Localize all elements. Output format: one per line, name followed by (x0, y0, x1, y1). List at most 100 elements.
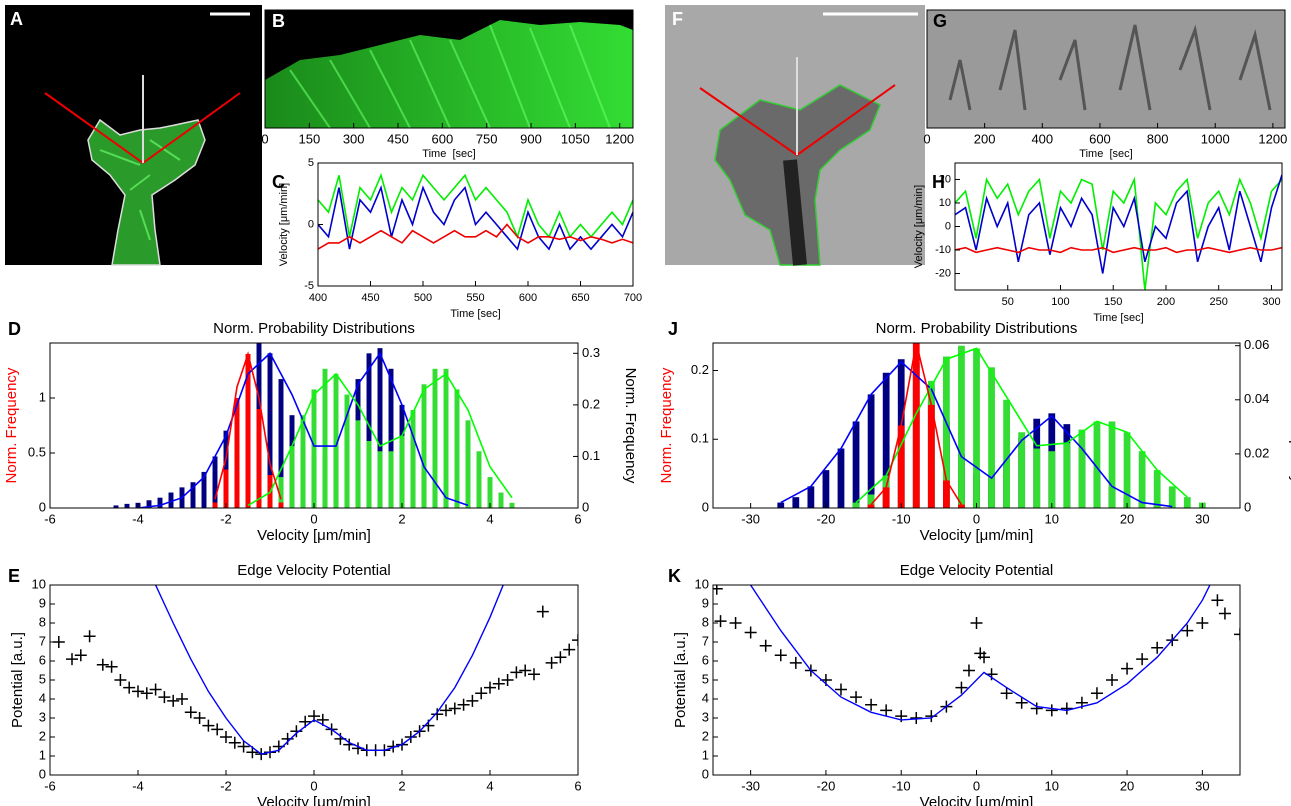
x-tick-label: -4 (132, 778, 144, 793)
x-tick-label: 150 (1104, 296, 1122, 308)
x-tick-label: -20 (817, 511, 836, 526)
point (545, 656, 558, 669)
x-tick-label: 550 (466, 292, 484, 304)
y-tick-label: 4 (702, 690, 709, 705)
x-tick-label: 300 (343, 131, 365, 146)
x-tick-label: 50 (1002, 296, 1014, 308)
chart-title: Edge Velocity Potential (900, 562, 1053, 579)
x-tick-label: -30 (741, 511, 760, 526)
histogram-bar (366, 353, 372, 508)
point (1234, 628, 1240, 641)
point (96, 658, 109, 671)
point (1196, 617, 1209, 629)
point (132, 685, 144, 698)
fit-curve (214, 351, 282, 500)
point (880, 704, 893, 717)
x-tick-label: 250 (1210, 296, 1228, 308)
y-axis-label: Velocity [μm/min] (278, 183, 290, 266)
histogram-bar (852, 502, 860, 508)
histogram-bar (168, 492, 174, 508)
histogram-bar (1078, 429, 1086, 508)
point (466, 694, 479, 707)
histogram-bar (344, 394, 350, 508)
x-tick-label: 0 (310, 778, 317, 793)
fit-curve (154, 585, 504, 755)
x-axis-label: Velocity [μm/min] (257, 527, 371, 544)
histogram-bar (223, 430, 229, 508)
y-tick-label: 1 (39, 389, 46, 404)
histogram-bar (487, 477, 493, 508)
fit-curve (247, 372, 513, 507)
x-tick-label: 800 (1147, 131, 1169, 146)
histogram-bar (912, 343, 920, 508)
y2-tick-label: 0.2 (582, 396, 600, 411)
histogram-bar (942, 356, 950, 508)
histogram-bar (234, 398, 240, 508)
image-f: F (665, 5, 925, 266)
axes-frame (49, 584, 579, 776)
y2-tick-label: 0.04 (1244, 391, 1269, 406)
histogram-bar (1018, 432, 1026, 508)
histogram-bar (157, 497, 163, 508)
y-tick-label: -5 (304, 280, 314, 292)
point (484, 681, 496, 694)
histogram-bar (113, 505, 119, 508)
histogram-bar (792, 497, 800, 508)
x-axis-label: Velocity [μm/min] (257, 794, 371, 806)
x-tick-label: 2 (398, 778, 405, 793)
y2-tick-label: 0.1 (582, 448, 600, 463)
fit-curve (780, 360, 1173, 508)
y-tick-label: 0 (39, 499, 46, 514)
y-tick-label: 9 (39, 595, 46, 610)
axes-frame (317, 162, 634, 287)
point (1181, 624, 1194, 637)
x-tick-label: 450 (387, 131, 409, 146)
histogram-bar (388, 451, 394, 508)
point (1211, 594, 1224, 607)
point (774, 649, 787, 662)
panel-label: F (672, 9, 683, 29)
x-tick-label: -6 (44, 778, 56, 793)
y-tick-label: 6 (39, 652, 46, 667)
y-tick-label: 1 (702, 747, 709, 762)
y-tick-label: -20 (935, 267, 951, 279)
point (290, 725, 303, 738)
histogram-bar (1183, 497, 1191, 508)
y-tick-label: 8 (702, 614, 709, 629)
y-tick-label: 7 (39, 633, 46, 648)
axes-frame (926, 9, 1286, 129)
histogram-bar (465, 420, 471, 508)
point (1136, 653, 1149, 666)
point (789, 656, 802, 669)
point (759, 639, 772, 652)
y-tick-label: 4 (39, 690, 46, 705)
x-axis-label: Time [sec] (1093, 312, 1143, 324)
histogram-bar (454, 389, 460, 508)
y-tick-label: 10 (695, 576, 709, 591)
histogram-bar (333, 373, 339, 508)
point (510, 666, 523, 679)
point (220, 731, 232, 743)
point (1060, 702, 1073, 715)
y-tick-label: 0 (39, 766, 46, 781)
histogram-bar (245, 354, 251, 508)
histogram-bar (1003, 399, 1011, 508)
y-axis-label: Potential [a.u.] (672, 632, 689, 728)
histogram-bar (942, 480, 950, 508)
histogram-bar (882, 487, 890, 508)
x-axis-label: Velocity [μm/min] (920, 527, 1034, 544)
x-tick-label: 30 (1195, 511, 1209, 526)
x-tick-label: 150 (298, 131, 320, 146)
y-tick-label: 5 (308, 157, 314, 169)
panel-label: A (10, 9, 23, 29)
histogram-bar (432, 368, 438, 508)
panel-label: B (272, 11, 285, 31)
histogram-bar (300, 415, 306, 508)
point (105, 660, 118, 673)
x-tick-label: 4 (486, 511, 493, 526)
histogram-bar (443, 368, 449, 508)
point (865, 698, 878, 711)
y-tick-label: 3 (39, 709, 46, 724)
histogram-bar (278, 502, 284, 508)
axes-frame (49, 342, 579, 509)
